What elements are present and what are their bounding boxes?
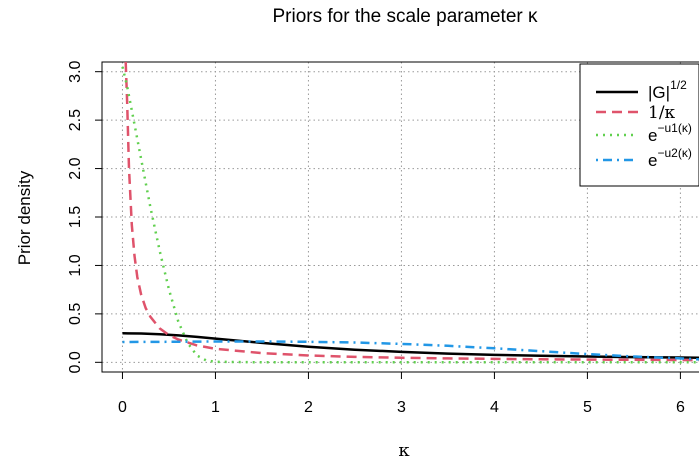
x-tick-label: 1 xyxy=(211,399,220,416)
y-tick-label: 2.0 xyxy=(67,157,84,179)
series-lines xyxy=(121,61,699,364)
x-tick-label: 2 xyxy=(304,399,313,416)
legend-label-superscript: 1/2 xyxy=(670,78,687,92)
y-tick-label: 2.5 xyxy=(67,109,84,131)
x-tick-label: 3 xyxy=(397,399,406,416)
legend-label-superscript: −u1(κ) xyxy=(657,121,691,135)
series-line-1 xyxy=(122,332,699,359)
legend-label-superscript: −u2(κ) xyxy=(657,146,691,160)
y-tick-label: 0.5 xyxy=(67,303,84,325)
series-line-4 xyxy=(122,340,699,361)
x-tick-label: 4 xyxy=(490,399,499,416)
series-line-2 xyxy=(124,61,699,362)
x-tick-label: 0 xyxy=(118,399,127,416)
legend-label-2: 1/κ xyxy=(648,103,676,123)
x-tick-label: 6 xyxy=(676,399,685,416)
y-tick-label: 1.5 xyxy=(67,206,84,228)
y-tick-label: 3.0 xyxy=(67,60,84,82)
y-axis-label: Prior density xyxy=(15,170,34,265)
chart-title: Priors for the scale parameter κ xyxy=(272,6,538,27)
legend: |G|1/21/κe−u1(κ)e−u2(κ) xyxy=(579,63,699,187)
x-axis-label: κ xyxy=(398,440,410,461)
grid-lines xyxy=(102,62,699,372)
y-tick-label: 0.0 xyxy=(67,351,84,373)
legend-box xyxy=(579,63,699,187)
y-tick-label: 1.0 xyxy=(67,254,84,276)
legend-label-1: |G|1/2 xyxy=(648,78,687,102)
axes: 0 1 2 3 4 5 6 0.0 0.5 1.0 1.5 2.0 2.5 3.0 xyxy=(67,60,699,416)
x-tick-label: 5 xyxy=(583,399,592,416)
